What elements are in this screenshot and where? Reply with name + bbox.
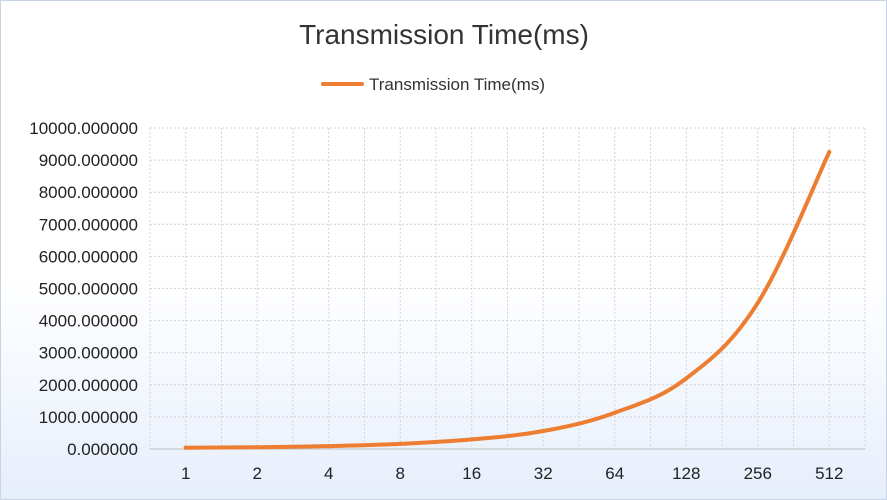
- y-tick-label: 0.000000: [67, 440, 138, 459]
- data-point: [398, 441, 403, 446]
- data-point: [183, 445, 188, 450]
- series-layer: [183, 150, 832, 450]
- x-tick-label: 16: [462, 464, 481, 483]
- x-axis-ticks: 1 2 4 8 16 32 64 128 256 512: [181, 464, 843, 483]
- y-tick-label: 1000.000000: [39, 408, 138, 427]
- data-point: [827, 150, 832, 155]
- x-tick-label: 128: [672, 464, 700, 483]
- x-tick-label: 4: [324, 464, 333, 483]
- x-tick-label: 2: [253, 464, 262, 483]
- y-tick-label: 10000.000000: [29, 119, 138, 138]
- x-tick-label: 256: [744, 464, 772, 483]
- x-tick-label: 8: [396, 464, 405, 483]
- legend: Transmission Time(ms): [321, 75, 545, 94]
- data-point: [541, 429, 546, 434]
- grid: [149, 127, 866, 450]
- data-point: [255, 445, 260, 450]
- data-point: [469, 437, 474, 442]
- x-tick-label: 512: [815, 464, 843, 483]
- data-point: [684, 376, 689, 381]
- series-line-transmission-time: [183, 150, 832, 450]
- chart-title: Transmission Time(ms): [299, 19, 589, 50]
- y-tick-label: 9000.000000: [39, 151, 138, 170]
- y-tick-label: 2000.000000: [39, 376, 138, 395]
- data-point: [755, 300, 760, 305]
- y-tick-label: 6000.000000: [39, 247, 138, 266]
- data-point: [326, 444, 331, 449]
- y-tick-label: 4000.000000: [39, 312, 138, 331]
- y-tick-label: 5000.000000: [39, 280, 138, 299]
- x-tick-label: 64: [605, 464, 624, 483]
- legend-label: Transmission Time(ms): [369, 75, 545, 94]
- x-tick-label: 1: [181, 464, 190, 483]
- y-axis-ticks: 0.000000 1000.000000 2000.000000 3000.00000…: [29, 119, 138, 459]
- y-tick-label: 8000.000000: [39, 183, 138, 202]
- y-tick-label: 7000.000000: [39, 215, 138, 234]
- data-point: [612, 410, 617, 415]
- x-tick-label: 32: [534, 464, 553, 483]
- y-tick-label: 3000.000000: [39, 344, 138, 363]
